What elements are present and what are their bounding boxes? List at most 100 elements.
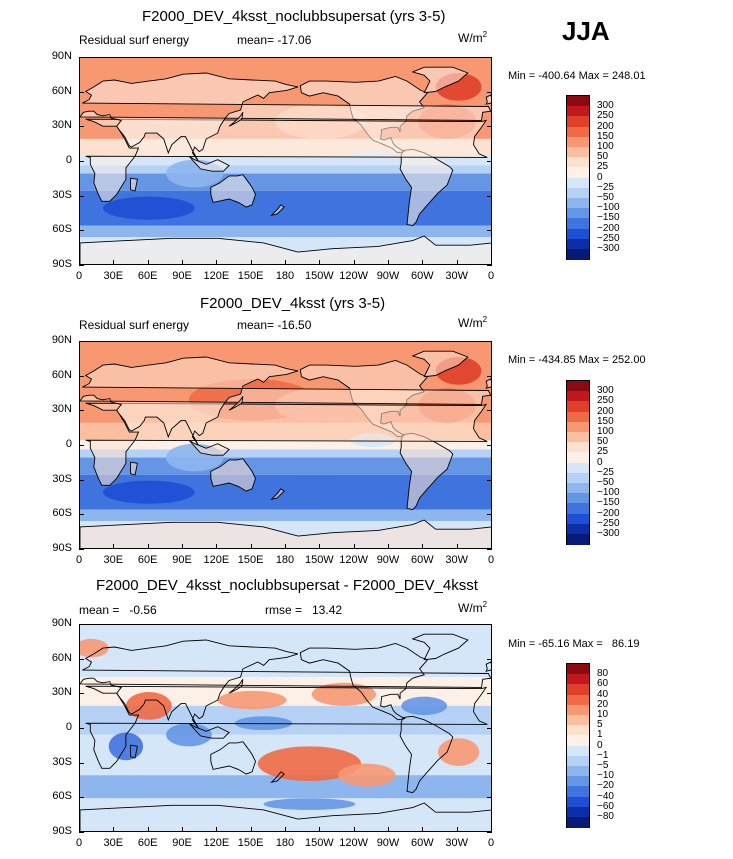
colorbar-label: −25	[597, 181, 614, 193]
lat-tick-label: 0	[65, 438, 72, 450]
lon-tick-label: 90W	[376, 270, 400, 282]
lon-tick	[79, 260, 80, 265]
colorbar-swatch	[567, 432, 589, 443]
panel-1-title: F2000_DEV_4ksst_noclubbsupersat (yrs 3-5…	[142, 8, 446, 25]
lat-tick	[487, 728, 492, 729]
lon-tick-label: 0	[75, 554, 83, 566]
coastline-antarctica	[80, 802, 491, 831]
panel-2-title: F2000_DEV_4ksst (yrs 3-5)	[200, 295, 386, 312]
colorbar-label: 60	[597, 678, 609, 690]
coastline-australia	[210, 458, 256, 492]
panel-1-minmax: Min = -400.64 Max = 248.01	[508, 70, 646, 82]
colorbar-swatch	[567, 391, 589, 402]
colorbar-swatch	[567, 493, 589, 504]
colorbar-label: 80	[597, 668, 609, 680]
lat-tick	[487, 797, 492, 799]
lat-tick-label: 90S	[52, 825, 72, 837]
lon-tick	[388, 544, 389, 549]
lat-tick	[79, 230, 84, 232]
panel-2-minmax: Min = -434.85 Max = 252.00	[508, 354, 646, 366]
lon-tick-label: 0	[487, 270, 495, 282]
colorbar-swatch	[567, 167, 589, 179]
field-region	[401, 696, 448, 716]
lat-tick	[487, 265, 492, 266]
lat-tick	[487, 126, 492, 128]
colorbar-label: −300	[597, 243, 620, 254]
lon-tick	[285, 260, 286, 265]
panel-3-title: F2000_DEV_4ksst_noclubbsupersat - F2000_…	[96, 577, 478, 594]
colorbar-label: −10	[597, 770, 614, 782]
field-region	[166, 723, 212, 747]
lat-tick-label: 30N	[51, 403, 72, 416]
lat-tick	[487, 762, 492, 764]
colorbar-swatch	[567, 715, 589, 726]
lat-tick	[487, 479, 492, 481]
colorbar-label: −60	[597, 800, 614, 812]
coastline-south-america	[399, 432, 454, 511]
lon-tick-label: 150W	[304, 554, 334, 566]
lon-tick	[319, 260, 321, 265]
colorbar-swatch	[567, 786, 589, 798]
colorbar-swatch	[567, 421, 589, 433]
colorbar-label: −50	[597, 192, 614, 203]
lat-tick-label: 90S	[52, 542, 72, 554]
coastline-eurasia	[80, 639, 491, 729]
coastline-japan	[228, 679, 244, 694]
lon-tick	[182, 260, 183, 265]
lat-tick-label: 0	[65, 721, 72, 733]
colorbar-label: 200	[597, 405, 614, 417]
panel-3-map	[79, 624, 492, 832]
colorbar-label: −25	[597, 466, 614, 478]
colorbar-swatch	[567, 483, 589, 494]
lat-tick	[79, 832, 84, 833]
colorbar-swatch	[567, 523, 589, 535]
field-region	[234, 716, 293, 731]
colorbar-label: 0	[597, 739, 603, 751]
colorbar-label: −250	[597, 232, 620, 244]
lon-tick-label: 120E	[203, 270, 230, 282]
panel-3-rmse: rmse = 13.42	[265, 603, 343, 617]
colorbar-swatch	[567, 381, 589, 392]
lon-tick-label: 60W	[411, 554, 434, 566]
lat-tick-label: 30S	[52, 472, 72, 485]
panel-1-map	[79, 57, 492, 265]
lon-tick	[113, 260, 115, 265]
field-region	[102, 196, 195, 220]
lat-tick	[487, 57, 492, 58]
colorbar-label: 100	[597, 426, 614, 437]
colorbar-label: 0	[597, 456, 603, 468]
coastline-new-zealand	[270, 488, 285, 500]
lon-tick-label: 60E	[137, 837, 158, 849]
colorbar-swatch	[567, 238, 589, 250]
lon-tick	[216, 260, 218, 265]
lat-tick	[79, 728, 84, 729]
lon-tick	[147, 260, 149, 265]
panel-1-variable: Residual surf energy	[79, 33, 190, 47]
colorbar-swatch	[567, 96, 589, 107]
coastline-madagascar	[130, 461, 138, 476]
lat-tick	[487, 658, 492, 660]
colorbar-swatch	[567, 503, 589, 515]
colorbar-label: 1	[597, 729, 603, 741]
colorbar-swatch	[567, 177, 589, 189]
lon-tick-label: 120E	[203, 554, 230, 566]
field-region	[257, 746, 362, 781]
lon-tick	[388, 260, 389, 265]
lon-tick	[285, 827, 286, 832]
colorbar-swatch	[567, 806, 589, 818]
coastline-australia	[210, 174, 256, 208]
colorbar-label: 40	[597, 688, 609, 700]
colorbar-label: 20	[597, 698, 609, 710]
lat-tick	[487, 91, 492, 93]
lon-tick-label: 30W	[445, 837, 468, 849]
lon-tick	[353, 260, 355, 265]
lon-tick	[491, 260, 492, 265]
lat-tick	[79, 195, 84, 197]
lon-tick-label: 60E	[137, 554, 158, 566]
lon-tick-label: 150W	[304, 270, 334, 282]
colorbar-label: −100	[597, 487, 620, 499]
colorbar-swatch	[567, 401, 589, 413]
colorbar-label: 5	[597, 719, 603, 731]
field-band	[80, 165, 491, 174]
coastline-south-america	[399, 148, 454, 227]
